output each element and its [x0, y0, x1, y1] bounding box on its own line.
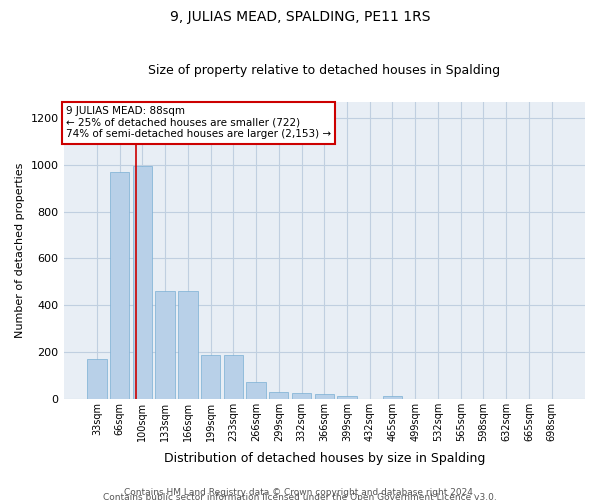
Bar	[133, 166, 152, 398]
Bar	[178, 291, 197, 399]
Bar	[247, 382, 266, 398]
Bar	[337, 396, 356, 398]
Text: Contains public sector information licensed under the Open Government Licence v3: Contains public sector information licen…	[103, 492, 497, 500]
Bar	[383, 396, 402, 398]
Text: 9 JULIAS MEAD: 88sqm
← 25% of detached houses are smaller (722)
74% of semi-deta: 9 JULIAS MEAD: 88sqm ← 25% of detached h…	[66, 106, 331, 140]
Bar	[269, 392, 289, 398]
Bar	[87, 359, 107, 399]
Bar	[155, 291, 175, 399]
Text: 9, JULIAS MEAD, SPALDING, PE11 1RS: 9, JULIAS MEAD, SPALDING, PE11 1RS	[170, 10, 430, 24]
Title: Size of property relative to detached houses in Spalding: Size of property relative to detached ho…	[148, 64, 500, 77]
Bar	[314, 394, 334, 398]
Y-axis label: Number of detached properties: Number of detached properties	[15, 162, 25, 338]
Text: Contains HM Land Registry data © Crown copyright and database right 2024.: Contains HM Land Registry data © Crown c…	[124, 488, 476, 497]
Bar	[110, 172, 130, 398]
Bar	[224, 356, 243, 399]
X-axis label: Distribution of detached houses by size in Spalding: Distribution of detached houses by size …	[164, 452, 485, 465]
Bar	[292, 393, 311, 398]
Bar	[201, 356, 220, 399]
